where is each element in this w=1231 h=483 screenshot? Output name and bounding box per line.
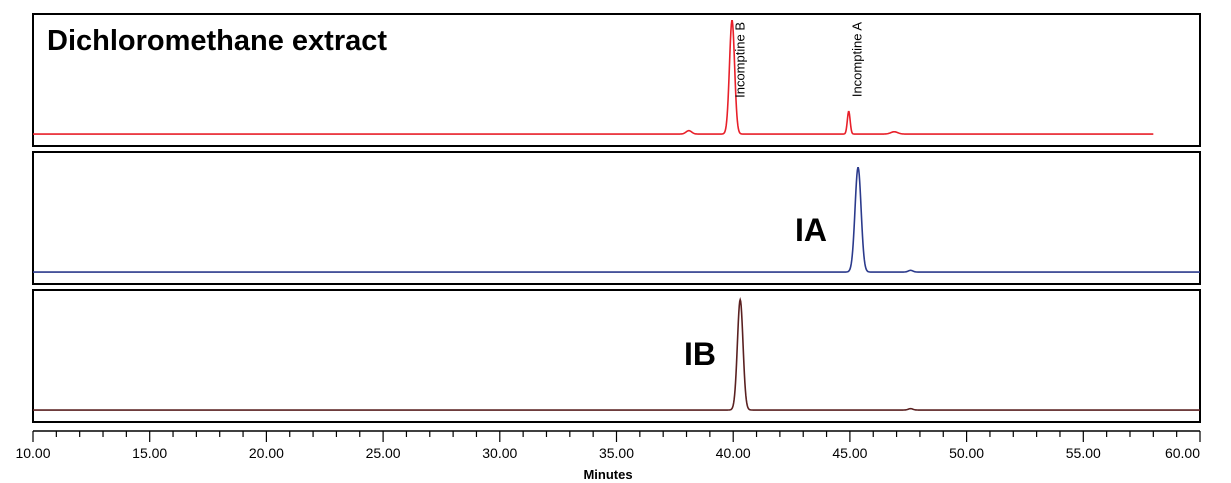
x-tick-label: 20.00 bbox=[249, 445, 284, 461]
panel-title: Dichloromethane extract bbox=[47, 25, 387, 57]
panel-ib: IB bbox=[32, 289, 1201, 423]
trace-ib bbox=[33, 297, 1200, 411]
x-tick-label: 55.00 bbox=[1066, 445, 1101, 461]
x-tick-label: 15.00 bbox=[132, 445, 167, 461]
x-tick-label: 50.00 bbox=[949, 445, 984, 461]
x-tick-label: 10.00 bbox=[15, 445, 50, 461]
x-tick-label: 45.00 bbox=[832, 445, 867, 461]
peak-label-incomptine-a: Incomptine A bbox=[849, 22, 864, 97]
x-tick-label: 30.00 bbox=[482, 445, 517, 461]
peak-label-incomptine-b: Incomptine B bbox=[733, 22, 748, 98]
x-tick-label: 35.00 bbox=[599, 445, 634, 461]
panel-frame bbox=[32, 151, 1201, 285]
x-ticks: 10.00 15.00 20.00 25.00 30.00 35.00 40.00 45.00… bbox=[15, 431, 1201, 461]
x-tick-label: 60.00 bbox=[1165, 445, 1200, 461]
x-tick-label: 25.00 bbox=[366, 445, 401, 461]
panel-ia: IA bbox=[32, 151, 1201, 285]
trace-ia bbox=[33, 166, 1200, 273]
panel-frame bbox=[32, 289, 1201, 423]
panel-dichloromethane: Dichloromethane extract Incomptine B Inc… bbox=[32, 13, 1201, 147]
panel-title: IA bbox=[795, 212, 827, 248]
x-axis: 10.00 15.00 20.00 25.00 30.00 35.00 40.00 45.00… bbox=[15, 430, 1201, 482]
trace-dichloromethane bbox=[33, 20, 1154, 135]
panel-title: IB bbox=[684, 336, 716, 372]
x-axis-label: Minutes bbox=[583, 467, 632, 482]
panel-frame bbox=[32, 13, 1201, 147]
x-tick-label: 40.00 bbox=[716, 445, 751, 461]
